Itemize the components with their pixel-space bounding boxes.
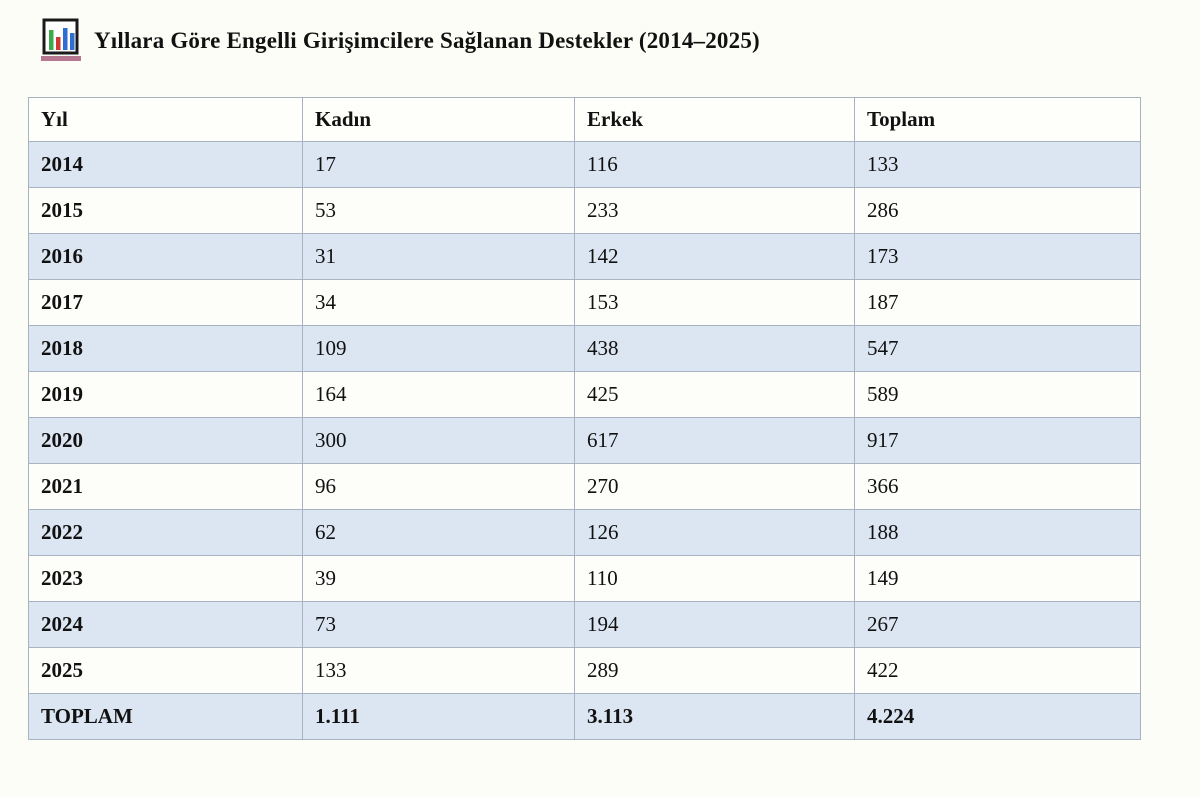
value-cell: 188 xyxy=(854,509,1141,556)
table-row: 2022 62 126 188 xyxy=(28,509,1141,556)
table-row: 2024 73 194 267 xyxy=(28,601,1141,648)
column-header: Erkek xyxy=(574,97,855,142)
column-header: Toplam xyxy=(854,97,1141,142)
value-cell: 267 xyxy=(854,601,1141,648)
value-cell: 617 xyxy=(574,417,855,464)
year-cell: 2025 xyxy=(28,647,303,694)
value-cell: 149 xyxy=(854,555,1141,602)
value-cell: 116 xyxy=(574,141,855,188)
year-cell: 2018 xyxy=(28,325,303,372)
year-cell: 2017 xyxy=(28,279,303,326)
value-cell: 194 xyxy=(574,601,855,648)
value-cell: 289 xyxy=(574,647,855,694)
total-value-cell: 3.113 xyxy=(574,693,855,740)
value-cell: 425 xyxy=(574,371,855,418)
table-row: 2014 17 116 133 xyxy=(28,141,1141,188)
table-body: 2014 17 116 133 2015 53 233 286 2016 31 142 173 2017… xyxy=(28,141,1141,740)
value-cell: 917 xyxy=(854,417,1141,464)
value-cell: 133 xyxy=(302,647,575,694)
value-cell: 133 xyxy=(854,141,1141,188)
title-bar: Yıllara Göre Engelli Girişimcilere Sağla… xyxy=(40,18,760,64)
table-row: 2018 109 438 547 xyxy=(28,325,1141,372)
value-cell: 109 xyxy=(302,325,575,372)
year-cell: 2014 xyxy=(28,141,303,188)
value-cell: 589 xyxy=(854,371,1141,418)
total-label-cell: TOPLAM xyxy=(28,693,303,740)
value-cell: 96 xyxy=(302,463,575,510)
value-cell: 153 xyxy=(574,279,855,326)
value-cell: 438 xyxy=(574,325,855,372)
table-row: 2025 133 289 422 xyxy=(28,647,1141,694)
value-cell: 34 xyxy=(302,279,575,326)
table-row: 2015 53 233 286 xyxy=(28,187,1141,234)
year-cell: 2022 xyxy=(28,509,303,556)
value-cell: 164 xyxy=(302,371,575,418)
column-header: Kadın xyxy=(302,97,575,142)
value-cell: 187 xyxy=(854,279,1141,326)
value-cell: 53 xyxy=(302,187,575,234)
value-cell: 173 xyxy=(854,233,1141,280)
value-cell: 73 xyxy=(302,601,575,648)
year-cell: 2021 xyxy=(28,463,303,510)
total-value-cell: 4.224 xyxy=(854,693,1141,740)
supports-by-year-table: Yıl Kadın Erkek Toplam 2014 17 116 133 2015 53 23… xyxy=(28,97,1141,740)
value-cell: 422 xyxy=(854,647,1141,694)
table-row: 2020 300 617 917 xyxy=(28,417,1141,464)
value-cell: 31 xyxy=(302,233,575,280)
value-cell: 142 xyxy=(574,233,855,280)
year-cell: 2019 xyxy=(28,371,303,418)
year-cell: 2020 xyxy=(28,417,303,464)
value-cell: 126 xyxy=(574,509,855,556)
page-title: Yıllara Göre Engelli Girişimcilere Sağla… xyxy=(94,28,760,53)
value-cell: 286 xyxy=(854,187,1141,234)
total-row: TOPLAM 1.111 3.113 4.224 xyxy=(28,693,1141,740)
table-row: 2019 164 425 589 xyxy=(28,371,1141,418)
value-cell: 366 xyxy=(854,463,1141,510)
table-row: 2023 39 110 149 xyxy=(28,555,1141,602)
year-cell: 2023 xyxy=(28,555,303,602)
value-cell: 270 xyxy=(574,463,855,510)
total-value-cell: 1.111 xyxy=(302,693,575,740)
year-cell: 2024 xyxy=(28,601,303,648)
value-cell: 300 xyxy=(302,417,575,464)
year-cell: 2016 xyxy=(28,233,303,280)
column-header: Yıl xyxy=(28,97,303,142)
header-row: Yıl Kadın Erkek Toplam xyxy=(28,97,1141,142)
value-cell: 17 xyxy=(302,141,575,188)
table-row: 2017 34 153 187 xyxy=(28,279,1141,326)
value-cell: 62 xyxy=(302,509,575,556)
table-row: 2016 31 142 173 xyxy=(28,233,1141,280)
bar-chart-icon xyxy=(41,18,81,61)
table-row: 2021 96 270 366 xyxy=(28,463,1141,510)
value-cell: 233 xyxy=(574,187,855,234)
value-cell: 110 xyxy=(574,555,855,602)
year-cell: 2015 xyxy=(28,187,303,234)
value-cell: 39 xyxy=(302,555,575,602)
value-cell: 547 xyxy=(854,325,1141,372)
table-header: Yıl Kadın Erkek Toplam xyxy=(28,97,1141,142)
